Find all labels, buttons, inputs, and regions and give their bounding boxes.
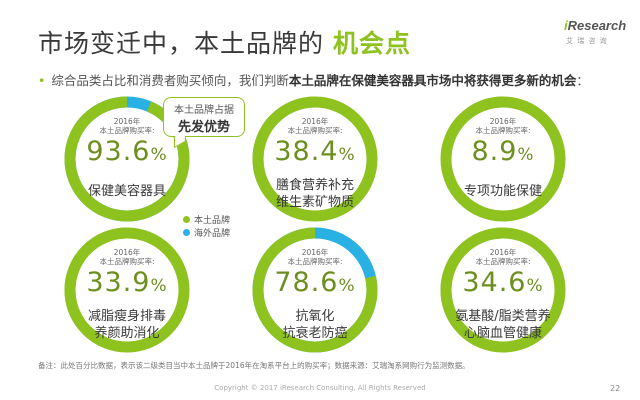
donut-year: 2016年 (489, 117, 517, 126)
donut-local-arc (64, 227, 190, 353)
donut-label: 2016年 本土品牌购买率: 8.9% 专项功能保健 (438, 94, 568, 224)
donut-ring-5: 2016年 本土品牌购买率: 78.6% 抗氧化抗衰老防癌 (250, 225, 380, 355)
donut-year: 2016年 (113, 117, 141, 126)
donut-local-arc (252, 96, 378, 222)
donut-label: 2016年 本土品牌购买率: 33.9% 减脂瘦身排毒 养颜助消化 (62, 225, 192, 355)
footnote: 备注：此处百分比数据，表示该二级类目当中本土品牌于2016年在淘系平台上的购买率… (38, 361, 470, 370)
logo-subtitle: 艾 瑞 咨 询 (566, 37, 608, 45)
donut-ring-6: 2016年 本土品牌购买率: 34.6% 氨基酸/脂类营养 心脑血管健康 (438, 225, 568, 355)
donut-label: 2016年 本土品牌购买率: 38.4% 膳食营养补充 维生素矿物质 (250, 94, 380, 224)
title-highlight: 机会点 (332, 29, 411, 58)
donut-percent: 34.6% (462, 267, 544, 298)
donut-desc: 本土品牌购买率: (99, 126, 155, 135)
donut-local-arc (252, 227, 378, 353)
donut-desc: 本土品牌购买率: (475, 126, 531, 135)
legend-swatch-local (183, 216, 190, 223)
donut-desc: 本土品牌购买率: (287, 257, 343, 266)
callout-line1: 本土品牌占据 (174, 105, 234, 116)
donut-local-arc (440, 227, 566, 353)
donut-year: 2016年 (113, 248, 141, 257)
donut-category-line2: 抗衰老防癌 (282, 326, 348, 341)
donut-svg (252, 96, 378, 222)
callout-box: 本土品牌占据 先发优势 (163, 97, 245, 137)
donut-percent: 38.4% (274, 136, 356, 167)
donut-svg (440, 96, 566, 222)
donut-label: 2016年 本土品牌购买率: 93.6% 保健美容器具 (62, 94, 192, 224)
donut-category: 专项功能保健 (463, 184, 542, 199)
legend-swatch-overseas (183, 229, 190, 236)
donut-label: 2016年 本土品牌购买率: 78.6% 抗氧化抗衰老防癌 (250, 225, 380, 355)
donut-svg (64, 227, 190, 353)
callout-line2: 先发优势 (177, 120, 230, 135)
donut-category-line1: 氨基酸/脂类营养 (455, 309, 551, 324)
donut-local-arc (64, 96, 190, 222)
summary-bullet: • 综合品类占比和消费者购买倾向，我们判断本土品牌在保健美容器具市场中将获得更多新… (38, 73, 589, 88)
donut-desc: 本土品牌购买率: (475, 257, 531, 266)
donut-category-line1: 减脂瘦身排毒 (87, 309, 166, 324)
donut-ring-1: 2016年 本土品牌购买率: 93.6% 保健美容器具 (62, 94, 192, 224)
donut-ring-2: 2016年 本土品牌购买率: 38.4% 膳食营养补充 维生素矿物质 (250, 94, 380, 224)
donut-ring-3: 2016年 本土品牌购买率: 8.9% 专项功能保健 (438, 94, 568, 224)
donut-svg (440, 227, 566, 353)
page-number: 22 (610, 384, 621, 393)
donut-percent: 93.6% (86, 136, 168, 167)
iresearch-logo: iResearch 艾 瑞 咨 询 (564, 16, 628, 50)
donut-category: 保健美容器具 (87, 184, 166, 199)
donut-svg (252, 227, 378, 353)
donut-year: 2016年 (301, 248, 329, 257)
donut-year: 2016年 (301, 117, 329, 126)
donut-percent: 78.6% (274, 267, 356, 298)
donut-desc: 本土品牌购买率: (287, 126, 343, 135)
donut-category-line2: 维生素矿物质 (275, 195, 354, 210)
donut-category-line1: 膳食营养补充 (275, 178, 354, 193)
legend: 本土品牌 海外品牌 (183, 213, 230, 239)
page-title: 市场变迁中，本土品牌的 机会点 (38, 24, 411, 60)
legend-item-overseas: 海外品牌 (183, 226, 230, 239)
donut-label: 2016年 本土品牌购买率: 34.6% 氨基酸/脂类营养 心脑血管健康 (438, 225, 568, 355)
donut-ring-4: 2016年 本土品牌购买率: 33.9% 减脂瘦身排毒 养颜助消化 (62, 225, 192, 355)
donut-svg (64, 96, 190, 222)
bullet-dot-icon: • (38, 73, 46, 88)
donut-desc: 本土品牌购买率: (99, 257, 155, 266)
donut-category-line2: 心脑血管健康 (463, 326, 542, 341)
title-main: 市场变迁中，本土品牌的 (38, 29, 325, 58)
donut-percent: 8.9% (471, 136, 535, 167)
donut-category-line1: 抗氧化 (295, 309, 335, 324)
copyright: Copyright © 2017 iResearch Consulting, A… (214, 384, 426, 392)
donut-year: 2016年 (489, 248, 517, 257)
donut-percent: 33.9% (86, 267, 168, 298)
donut-category-line2: 养颜助消化 (94, 326, 160, 341)
donut-local-arc (440, 96, 566, 222)
legend-item-local: 本土品牌 (183, 213, 230, 226)
logo-wordmark: iResearch (564, 18, 627, 33)
